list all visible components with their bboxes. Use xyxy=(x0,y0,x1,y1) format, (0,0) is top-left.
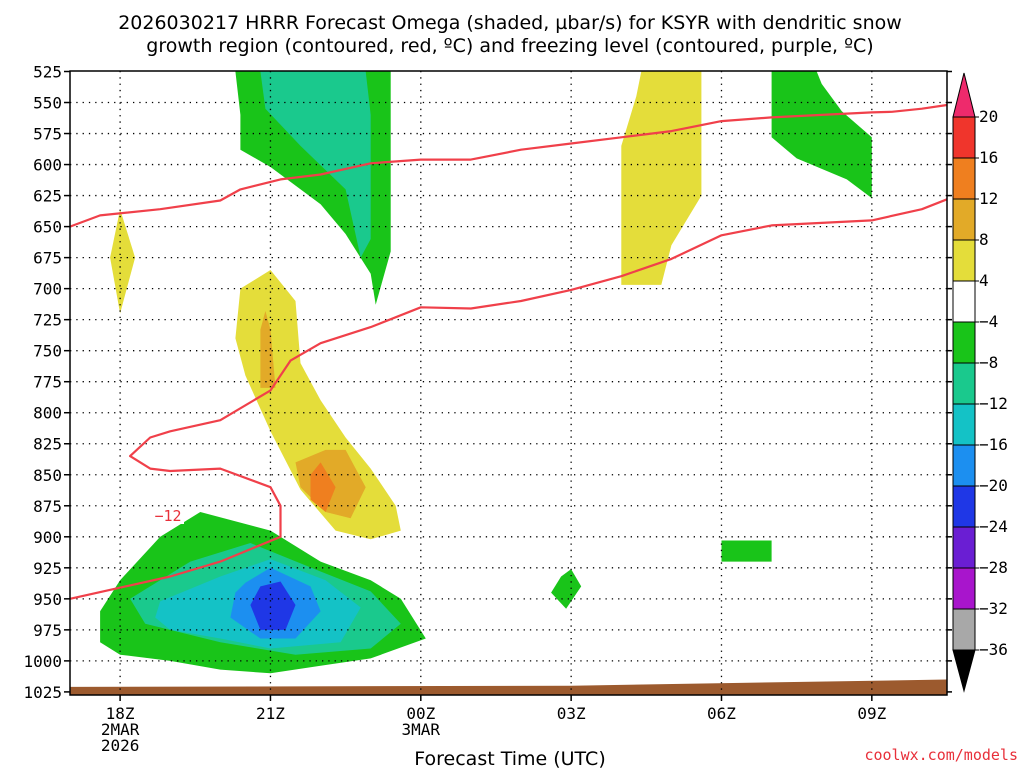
colorbar-label-10: −24 xyxy=(979,517,1008,536)
colorbar-swatch-10 xyxy=(952,485,976,528)
y-tick-label-950: 950 xyxy=(33,590,62,609)
terrain-fill xyxy=(70,679,947,695)
colorbar-label-8: −16 xyxy=(979,435,1008,454)
contour-label-box: −12 xyxy=(152,507,184,525)
x-axis-title: Forecast Time (UTC) xyxy=(414,748,605,768)
y-tick-label-825: 825 xyxy=(33,435,62,454)
x-tick-label-00Z-1: 3MAR xyxy=(402,720,441,739)
y-tick-label-775: 775 xyxy=(33,373,62,392)
colorbar-label-2: 12 xyxy=(979,189,998,208)
x-tick-label-09Z-0: 09Z xyxy=(857,704,886,723)
omega-region-green-03z xyxy=(551,569,582,609)
colorbar-label-4: 4 xyxy=(979,271,989,290)
y-tick-label-900: 900 xyxy=(33,528,62,547)
colorbar-swatch-3 xyxy=(952,198,976,241)
colorbar-swatch-8 xyxy=(952,403,976,446)
y-tick-label-975: 975 xyxy=(33,621,62,640)
y-tick-label-675: 675 xyxy=(33,249,62,268)
omega-shading xyxy=(100,71,872,674)
omega-region-green-06z xyxy=(721,540,772,562)
colorbar-label-5: −4 xyxy=(979,312,998,331)
y-tick-label-1000: 1000 xyxy=(23,652,62,671)
y-tick-label-650: 650 xyxy=(33,218,62,237)
colorbar-label-6: −8 xyxy=(979,353,998,372)
colorbar-label-3: 8 xyxy=(979,230,989,249)
colorbar-label-9: −20 xyxy=(979,476,1008,495)
x-tick-label-06Z-0: 06Z xyxy=(707,704,736,723)
contour-dendritic-upper xyxy=(69,103,948,228)
colorbar-swatch-9 xyxy=(952,444,976,487)
y-tick-label-550: 550 xyxy=(33,94,62,113)
contour-dendritic-lower xyxy=(69,198,948,600)
x-tick-label-21Z-0: 21Z xyxy=(256,704,285,723)
y-tick-label-875: 875 xyxy=(33,497,62,516)
x-tick-label-18Z-1: 2MAR xyxy=(101,720,140,739)
omega-region-orange-21z xyxy=(260,311,276,388)
grid xyxy=(70,71,947,695)
omega-region-yellow-mid xyxy=(235,270,401,540)
colorbar-swatch-2 xyxy=(952,157,976,200)
terrain-mask xyxy=(70,679,947,695)
colorbar-label-12: −32 xyxy=(979,599,1008,618)
colorbar-label-7: −12 xyxy=(979,394,1008,413)
colorbar-swatch-11 xyxy=(952,526,976,569)
colorbar-swatch-13 xyxy=(952,608,976,651)
temperature-contours xyxy=(69,103,948,600)
colorbar-label-0: 20 xyxy=(979,107,998,126)
chart-title-line2: growth region (contoured, red, ºC) and f… xyxy=(146,35,873,57)
contour-label-minus12: −12 xyxy=(154,507,181,525)
y-tick-label-1025: 1025 xyxy=(23,683,62,702)
colorbar-swatch-1 xyxy=(952,116,976,159)
x-tick-label-18Z-0: 18Z xyxy=(106,704,135,723)
colorbar-label-13: −36 xyxy=(979,640,1008,659)
omega-region-dark-blue-low xyxy=(250,581,296,630)
y-tick-label-850: 850 xyxy=(33,466,62,485)
colorbar-swatch-5 xyxy=(952,280,976,323)
colorbar-swatch-4 xyxy=(952,239,976,282)
y-tick-label-750: 750 xyxy=(33,342,62,361)
colorbar-swatch-7 xyxy=(952,362,976,405)
y-tick-label-725: 725 xyxy=(33,311,62,330)
omega-region-teal-upper xyxy=(260,71,371,258)
colorbar-bottom-arrow xyxy=(952,649,976,693)
y-tick-label-525: 525 xyxy=(33,63,62,82)
y-tick-label-575: 575 xyxy=(33,125,62,144)
omega-region-green-09z xyxy=(771,71,872,199)
y-tick-label-700: 700 xyxy=(33,280,62,299)
watermark: coolwx.com/models xyxy=(864,746,1018,764)
x-tick-label-00Z-0: 00Z xyxy=(406,704,435,723)
chart-title-line1: 2026030217 HRRR Forecast Omega (shaded, … xyxy=(118,12,902,34)
colorbar-label-11: −28 xyxy=(979,558,1008,577)
y-tick-label-625: 625 xyxy=(33,187,62,206)
colorbar-label-1: 16 xyxy=(979,148,998,167)
colorbar: 20 16 12 8 4 −4 −8 −12 −16 −20 −24 −28 −32 −36 xyxy=(952,72,1008,693)
pressure-axis: 525 550 575 600 625 650 675 700 725 750 775 800 825 8… xyxy=(23,63,952,702)
plot-frame xyxy=(69,70,948,696)
y-tick-label-800: 800 xyxy=(33,404,62,423)
y-tick-label-925: 925 xyxy=(33,559,62,578)
y-tick-label-600: 600 xyxy=(33,156,62,175)
x-tick-label-03Z-0: 03Z xyxy=(557,704,586,723)
omega-region-yellow-18z xyxy=(110,209,136,314)
colorbar-swatch-12 xyxy=(952,567,976,610)
colorbar-swatch-6 xyxy=(952,321,976,364)
x-tick-label-18Z-2: 2026 xyxy=(101,736,140,755)
omega-region-yellow-04z xyxy=(621,71,702,285)
